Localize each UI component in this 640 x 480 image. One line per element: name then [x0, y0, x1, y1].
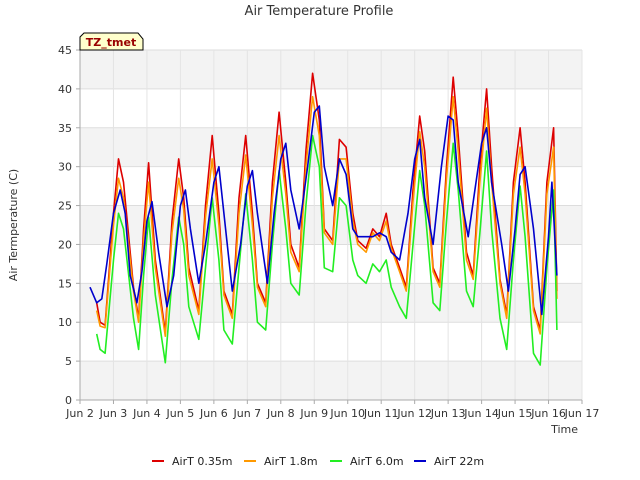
plot-band — [80, 88, 582, 128]
y-tick-label: 25 — [58, 200, 72, 213]
legend: AirT 0.35m AirT 1.8m AirT 6.0m AirT 22m — [152, 455, 484, 468]
x-tick-label: Jun 5 — [166, 407, 195, 420]
y-tick-label: 30 — [58, 161, 72, 174]
y-tick-label: 10 — [58, 316, 72, 329]
legend-item-1: AirT 1.8m — [244, 455, 318, 468]
legend-label-3: AirT 22m — [434, 455, 484, 468]
plot-band — [80, 361, 582, 400]
x-tick-label: Jun 2 — [65, 407, 94, 420]
x-tick-label: Jun 7 — [232, 407, 261, 420]
x-tick-label: Jun 15 — [497, 407, 533, 420]
x-tick-label: Jun 14 — [463, 407, 499, 420]
x-tick-label: Jun 3 — [99, 407, 128, 420]
series-1 — [95, 95, 558, 337]
y-tick-label: 15 — [58, 277, 72, 290]
x-tick-label: Jun 16 — [530, 407, 566, 420]
legend-item-3: AirT 22m — [414, 455, 484, 468]
series-line-1 — [95, 95, 558, 337]
y-tick-label: 5 — [65, 355, 72, 368]
station-badge: TZ_tmet — [79, 32, 144, 51]
x-tick-label: Jun 8 — [266, 407, 295, 420]
x-tick-label: Jun 6 — [199, 407, 228, 420]
x-tick-labels: Jun 2 Jun 3 Jun 4 Jun 5 Jun 6 Jun 7 Jun 8 Jun 9… — [65, 400, 599, 420]
x-axis-label: Time — [550, 423, 578, 436]
y-tick-label: 20 — [58, 238, 72, 251]
series-3 — [89, 105, 558, 316]
plot-band — [80, 50, 582, 89]
axes — [79, 50, 582, 401]
x-tick-label: Jun 12 — [396, 407, 432, 420]
badge-label: TZ_tmet — [86, 36, 136, 49]
plot-band — [80, 127, 582, 167]
x-tick-label: Jun 4 — [132, 407, 161, 420]
legend-label-1: AirT 1.8m — [264, 455, 318, 468]
y-tick-label: 40 — [58, 83, 72, 96]
legend-label-0: AirT 0.35m — [172, 455, 233, 468]
series-line-3 — [89, 105, 558, 316]
series-2 — [95, 134, 558, 366]
y-tick-label: 45 — [58, 44, 72, 57]
legend-item-2: AirT 6.0m — [330, 455, 404, 468]
x-tick-label: Jun 10 — [329, 407, 365, 420]
x-tick-label: Jun 13 — [430, 407, 466, 420]
legend-label-2: AirT 6.0m — [350, 455, 404, 468]
badge-shape — [79, 32, 144, 51]
y-tick-label: 0 — [65, 394, 72, 407]
legend-item-0: AirT 0.35m — [152, 455, 233, 468]
series-line-2 — [95, 134, 558, 366]
y-tick-label: 35 — [58, 122, 72, 135]
y-tick-labels: 0 5 10 15 20 25 30 35 40 45 — [58, 44, 80, 407]
y-axis-label: Air Termperature (C) — [7, 169, 20, 281]
series-layer — [89, 72, 558, 366]
x-tick-label: Jun 9 — [299, 407, 328, 420]
chart-title: Air Temperature Profile — [245, 4, 394, 19]
x-tick-label: Jun 11 — [363, 407, 399, 420]
x-tick-label: Jun 17 — [564, 407, 600, 420]
